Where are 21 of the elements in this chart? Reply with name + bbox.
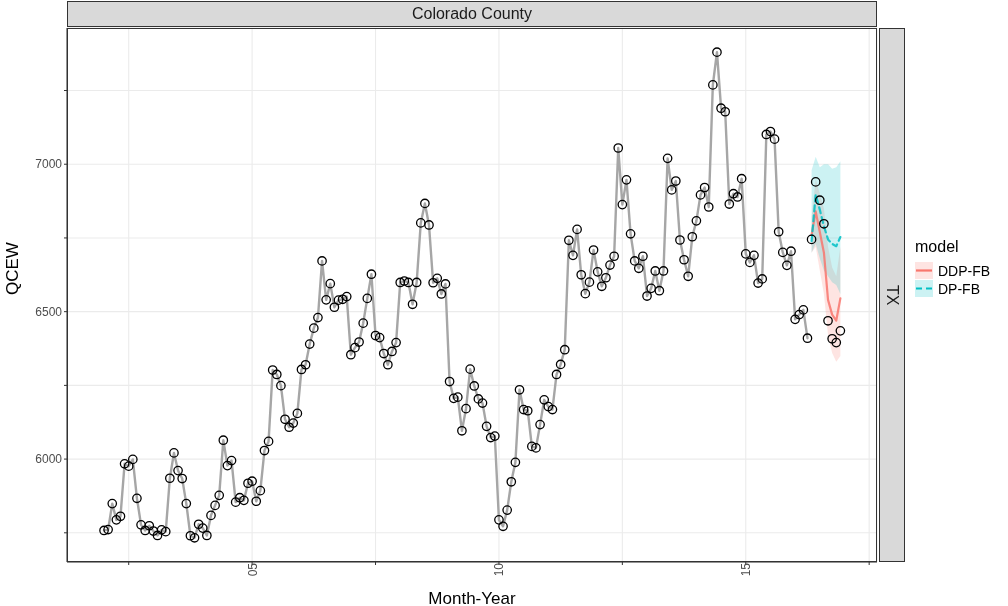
- x-tick-label: 05: [245, 562, 260, 577]
- point: [823, 315, 833, 326]
- legend-label: DDP-FB: [938, 262, 991, 279]
- y-tick-label: 7000: [35, 157, 63, 172]
- point: [827, 333, 837, 344]
- chart-title: Colorado County: [411, 5, 533, 23]
- x-axis-title: Month-Year: [428, 589, 516, 606]
- x-tick-label: 10: [492, 562, 507, 577]
- legend-label: DP-FB: [938, 280, 980, 297]
- point: [814, 195, 825, 206]
- legend-title: model: [915, 238, 960, 256]
- point: [831, 337, 842, 348]
- point: [806, 234, 817, 245]
- point: [835, 325, 846, 336]
- x-tick-label: 15: [739, 562, 754, 577]
- y-axis-title: QCEW: [3, 242, 23, 295]
- text: TX: [883, 284, 901, 306]
- point: [810, 177, 821, 187]
- y-tick-label: 6500: [35, 304, 63, 319]
- y-tick-label: 6000: [35, 452, 63, 467]
- point: [819, 218, 829, 229]
